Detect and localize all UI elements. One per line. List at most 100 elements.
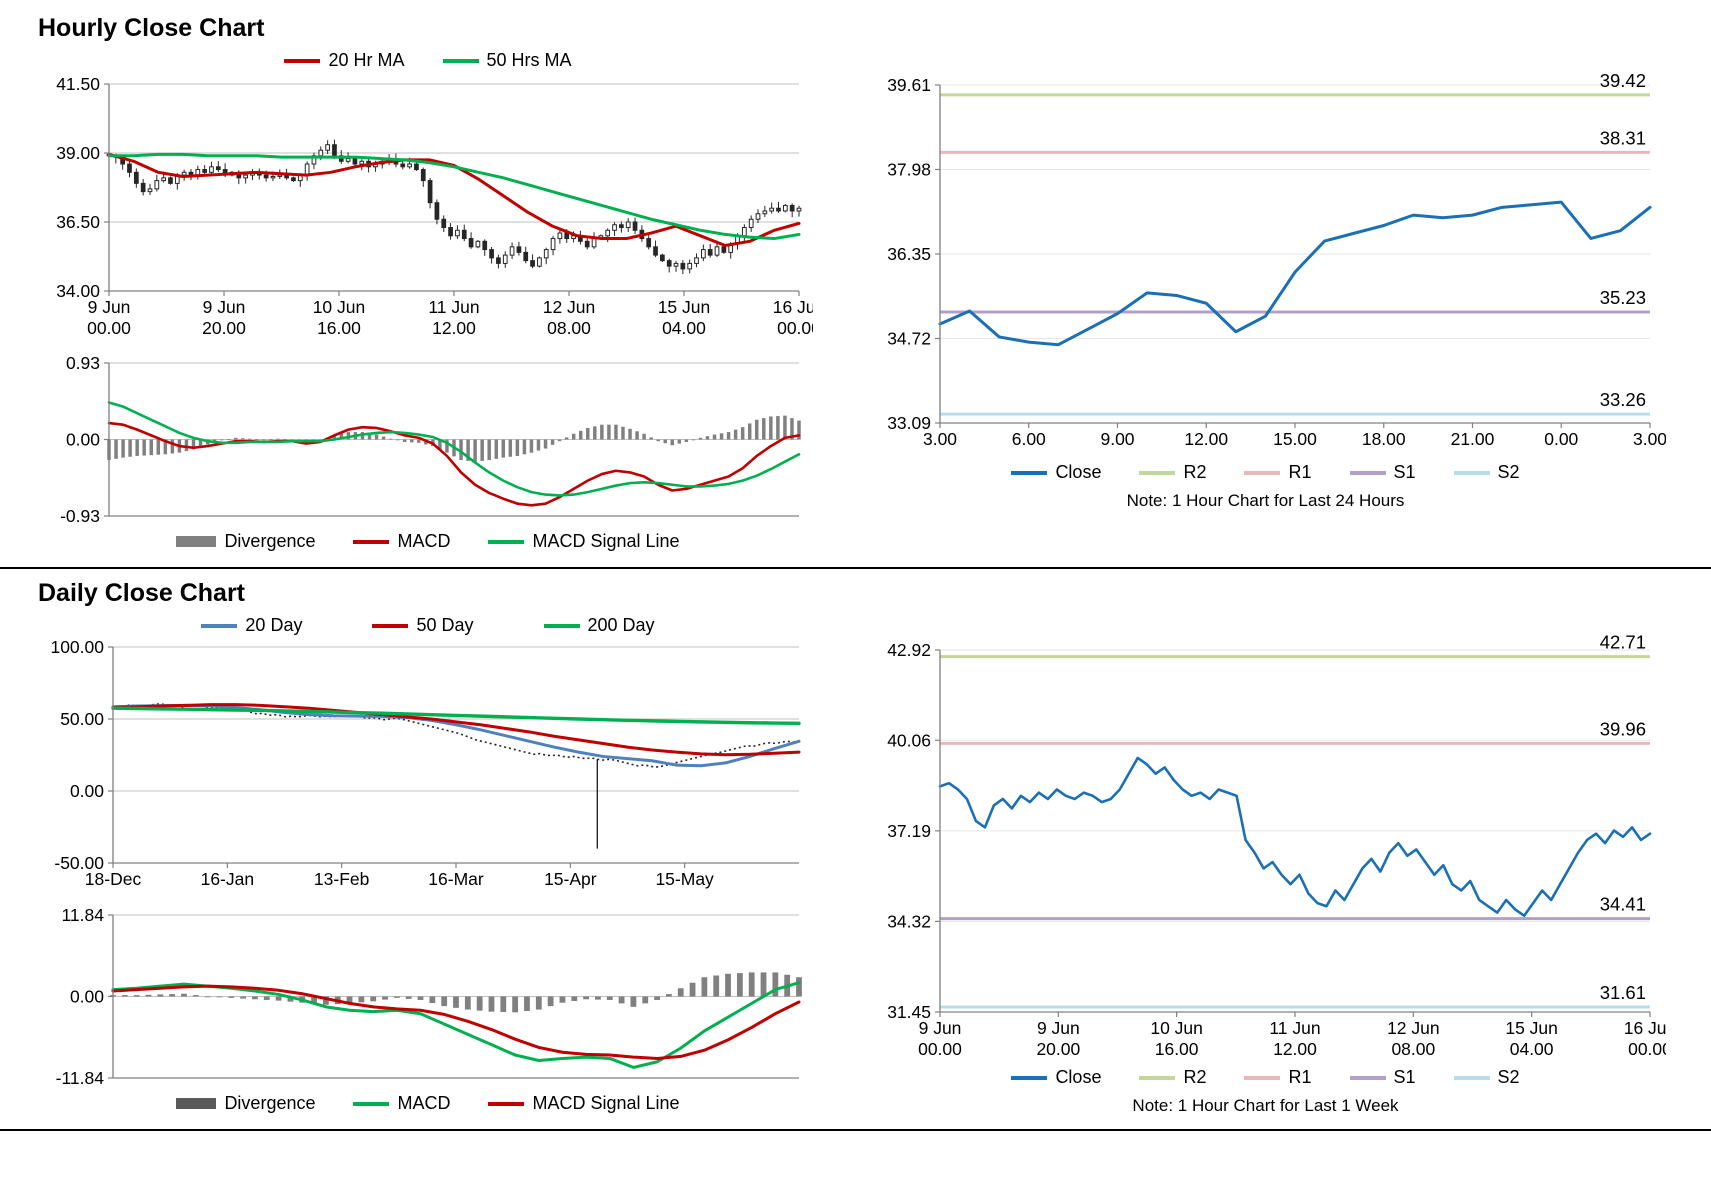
svg-text:38.31: 38.31: [1599, 127, 1645, 148]
svg-text:6.00: 6.00: [1011, 429, 1045, 449]
svg-text:15.00: 15.00: [1273, 429, 1317, 449]
hourly-section-title: Hourly Close Chart: [38, 14, 265, 42]
r2-swatch-icon: [1139, 470, 1176, 475]
x-tick-labels: 3.00 6.00 9.00 12.00 15.00 18.00 21.00 0.00 3.00: [922, 423, 1666, 449]
svg-text:00.00: 00.00: [777, 318, 813, 338]
200-day-swatch-icon: [543, 623, 580, 628]
svg-text:08.00: 08.00: [1391, 1039, 1435, 1059]
svg-text:18.00: 18.00: [1361, 429, 1405, 449]
legend-label-20-hr-ma: 20 Hr MA: [328, 50, 405, 70]
y-tick-labels: -50.00 0.00 50.00 100.00: [50, 639, 113, 873]
legend-label-divergence: Divergence: [224, 531, 316, 551]
svg-text:12.00: 12.00: [432, 318, 476, 338]
divergence-swatch-icon: [176, 536, 217, 547]
svg-text:3.00: 3.00: [922, 429, 956, 449]
report-page: Hourly Close Chart 20 Hr MA 50 Hrs MA 34.…: [0, 14, 1711, 1131]
hourly-pivot-chart: 33.09 34.72 36.35 37.98 39.61 3.00 6.00 9.00 12.…: [887, 70, 1666, 449]
svg-text:9 Jun: 9 Jun: [203, 297, 246, 317]
daily-macd-legend: Divergence MACD MACD Signal Line: [176, 1093, 680, 1114]
svg-text:50.00: 50.00: [60, 709, 104, 729]
daily-section-title: Daily Close Chart: [38, 579, 246, 607]
hourly-macd-chart: -0.93 0.00 0.93: [60, 353, 801, 526]
svg-text:21.00: 21.00: [1450, 429, 1494, 449]
weekly-pivot-legend: Close R2 R1 S1 S2: [1011, 1067, 1520, 1088]
legend-label-r2: R2: [1183, 462, 1207, 482]
legend-label-s2: S2: [1497, 462, 1520, 482]
x-tick-labels: 18-Dec 16-Jan 13-Feb 16-Mar 15-Apr 15-May: [85, 863, 714, 889]
20-day-swatch-icon: [201, 623, 238, 628]
weekly-pivot-note: Note: 1 Hour Chart for Last 1 Week: [1132, 1096, 1399, 1115]
divergence-bars: [110, 972, 802, 1013]
svg-text:20.00: 20.00: [202, 318, 246, 338]
svg-text:9.00: 9.00: [1100, 429, 1134, 449]
s2-swatch-icon: [1453, 470, 1490, 475]
svg-text:39.96: 39.96: [1599, 718, 1645, 739]
svg-text:35.23: 35.23: [1599, 287, 1645, 308]
macd-swatch-icon: [353, 539, 390, 544]
svg-text:12 Jun: 12 Jun: [543, 297, 596, 317]
series-macd: [107, 421, 801, 507]
legend-item-close: Close: [1011, 1067, 1101, 1088]
svg-text:16 Jun: 16 Jun: [773, 297, 813, 317]
svg-text:39.61: 39.61: [887, 75, 931, 95]
legend-item-50-day: 50 Day: [372, 615, 474, 636]
svg-text:15 Jun: 15 Jun: [658, 297, 711, 317]
legend-item-r2: R2: [1139, 462, 1206, 483]
svg-text:9 Jun: 9 Jun: [918, 1018, 961, 1038]
r2-swatch-icon: [1139, 1075, 1176, 1080]
svg-text:36.35: 36.35: [887, 244, 931, 264]
svg-text:00.00: 00.00: [87, 318, 131, 338]
legend-item-r2: R2: [1139, 1067, 1206, 1088]
svg-text:04.00: 04.00: [662, 318, 706, 338]
legend-item-s2: S2: [1453, 462, 1520, 483]
svg-text:42.71: 42.71: [1599, 632, 1645, 653]
legend-item-20-day: 20 Day: [201, 615, 302, 636]
svg-text:34.72: 34.72: [887, 329, 931, 349]
section-divider: [0, 567, 1711, 569]
svg-text:08.00: 08.00: [547, 318, 591, 338]
svg-text:0.93: 0.93: [66, 353, 100, 373]
legend-label-close: Close: [1055, 1067, 1102, 1087]
svg-text:33.26: 33.26: [1599, 389, 1645, 410]
legend-label-200-day: 200 Day: [587, 615, 655, 635]
hline-labels: 42.71 39.96 34.41 31.61: [1599, 632, 1645, 1003]
svg-text:37.19: 37.19: [887, 821, 931, 841]
svg-text:40.06: 40.06: [887, 730, 931, 750]
y-tick-labels: 31.45 34.32 37.19 40.06 42.92: [887, 640, 940, 1022]
svg-text:11 Jun: 11 Jun: [1269, 1018, 1320, 1038]
candles: [106, 139, 802, 274]
s2-swatch-icon: [1453, 1075, 1490, 1080]
svg-text:39.42: 39.42: [1599, 70, 1645, 91]
legend-label-divergence: Divergence: [224, 1093, 316, 1113]
legend-label-s1: S1: [1393, 462, 1416, 482]
svg-text:18-Dec: 18-Dec: [85, 869, 142, 889]
close-swatch-icon: [1011, 470, 1048, 475]
legend-item-macd-signal-line: MACD Signal Line: [488, 531, 680, 552]
svg-text:16 Jun: 16 Jun: [1623, 1018, 1665, 1038]
legend-label-r2: R2: [1183, 1067, 1207, 1087]
series-macd-signal-line: [107, 401, 801, 497]
svg-text:31.61: 31.61: [1599, 982, 1645, 1003]
macd-signal-line-swatch-icon: [488, 1101, 525, 1106]
daily-section: Daily Close Chart 20 Day 50 Day 200 Day -5…: [0, 569, 1711, 1129]
svg-text:16-Jan: 16-Jan: [201, 869, 255, 889]
legend-label-close: Close: [1055, 462, 1102, 482]
svg-text:00.00: 00.00: [1628, 1039, 1666, 1059]
svg-text:16-Mar: 16-Mar: [428, 869, 484, 889]
hourly-pivot-note: Note: 1 Hour Chart for Last 24 Hours: [1126, 491, 1405, 510]
svg-text:33.09: 33.09: [887, 413, 931, 433]
daily-macd-chart: -11.84 0.00 11.84: [56, 905, 802, 1088]
y-tick-labels: -11.84 0.00 11.84: [56, 905, 113, 1088]
legend-label-macd-signal-line: MACD Signal Line: [532, 1093, 680, 1113]
r1-swatch-icon: [1244, 1075, 1281, 1080]
legend-item-macd: MACD: [353, 531, 450, 552]
svg-text:10 Jun: 10 Jun: [1150, 1018, 1203, 1038]
s1-swatch-icon: [1349, 470, 1386, 475]
daily-left-column: 20 Day 50 Day 200 Day -50.00 0.00 50.00 100.0…: [38, 612, 818, 1117]
svg-text:04.00: 04.00: [1509, 1039, 1553, 1059]
legend-item-divergence: Divergence: [176, 531, 315, 552]
svg-text:9 Jun: 9 Jun: [88, 297, 131, 317]
